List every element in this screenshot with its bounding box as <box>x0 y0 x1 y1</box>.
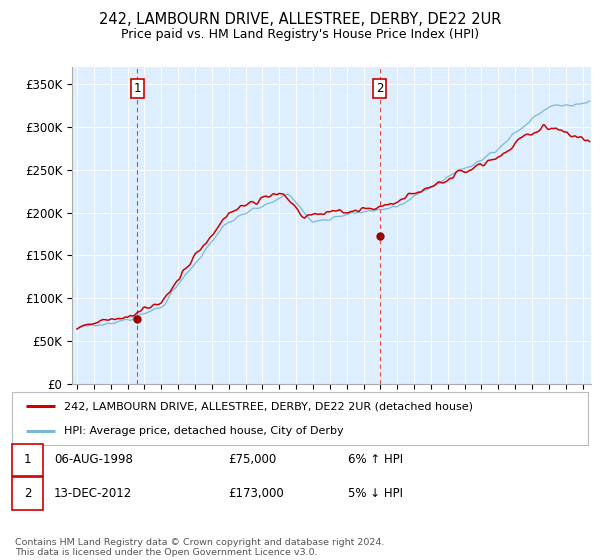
Text: 242, LAMBOURN DRIVE, ALLESTREE, DERBY, DE22 2UR: 242, LAMBOURN DRIVE, ALLESTREE, DERBY, D… <box>99 12 501 27</box>
Text: 13-DEC-2012: 13-DEC-2012 <box>54 487 132 500</box>
Text: 5% ↓ HPI: 5% ↓ HPI <box>348 487 403 500</box>
Text: 242, LAMBOURN DRIVE, ALLESTREE, DERBY, DE22 2UR (detached house): 242, LAMBOURN DRIVE, ALLESTREE, DERBY, D… <box>64 402 473 412</box>
Text: HPI: Average price, detached house, City of Derby: HPI: Average price, detached house, City… <box>64 426 343 436</box>
Text: 6% ↑ HPI: 6% ↑ HPI <box>348 453 403 466</box>
Text: £75,000: £75,000 <box>228 453 276 466</box>
Text: 1: 1 <box>24 453 31 466</box>
Text: Price paid vs. HM Land Registry's House Price Index (HPI): Price paid vs. HM Land Registry's House … <box>121 28 479 41</box>
Text: Contains HM Land Registry data © Crown copyright and database right 2024.
This d: Contains HM Land Registry data © Crown c… <box>15 538 385 557</box>
Text: 1: 1 <box>134 82 141 95</box>
Text: 06-AUG-1998: 06-AUG-1998 <box>54 453 133 466</box>
Text: £173,000: £173,000 <box>228 487 284 500</box>
Text: 2: 2 <box>24 487 31 500</box>
Text: 2: 2 <box>376 82 383 95</box>
FancyBboxPatch shape <box>12 392 588 445</box>
